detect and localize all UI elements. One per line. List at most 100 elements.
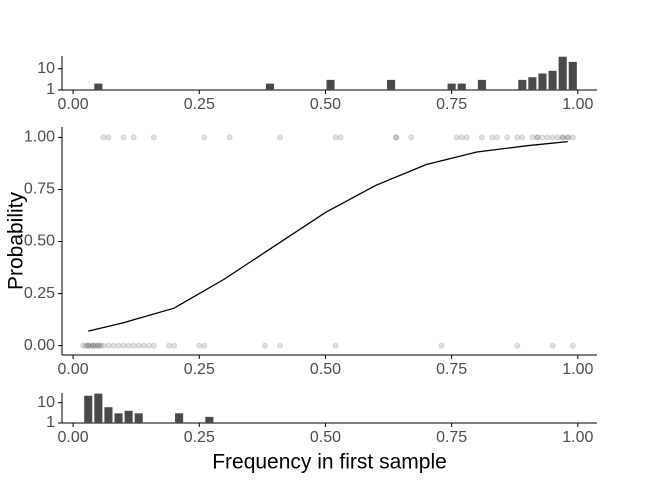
point <box>145 342 152 349</box>
bar <box>528 77 537 90</box>
point <box>105 342 112 349</box>
x-tick-label: 1.00 <box>562 429 593 446</box>
point <box>337 134 344 141</box>
x-tick-label: 0.75 <box>436 361 467 378</box>
point <box>559 134 566 141</box>
point <box>85 342 92 349</box>
bar <box>134 413 143 423</box>
point <box>514 342 521 349</box>
point <box>493 134 501 141</box>
y-tick-label: 0.75 <box>24 181 55 198</box>
fit-line <box>88 140 568 332</box>
bar <box>124 410 133 423</box>
point <box>100 134 107 141</box>
point <box>97 342 104 349</box>
point <box>115 342 122 349</box>
point <box>564 134 571 141</box>
point <box>514 134 521 141</box>
point <box>196 342 203 349</box>
point <box>549 134 556 141</box>
point <box>534 134 541 141</box>
point <box>539 134 546 141</box>
point <box>276 134 284 141</box>
point <box>554 134 561 141</box>
point <box>529 134 536 141</box>
point <box>100 342 107 349</box>
point <box>458 134 465 141</box>
x-tick-label: 0.75 <box>436 96 467 113</box>
point <box>90 342 97 349</box>
bar <box>114 413 123 423</box>
point <box>120 134 127 141</box>
x-tick-label: 1.00 <box>562 361 593 378</box>
point <box>276 342 284 349</box>
point <box>82 342 89 349</box>
point <box>393 134 400 141</box>
bar <box>265 83 274 90</box>
point <box>569 342 576 349</box>
x-tick-label: 0.00 <box>58 361 89 378</box>
y-tick-label: 1 <box>46 81 55 98</box>
point <box>504 134 511 141</box>
point <box>80 342 87 349</box>
x-tick-label: 0.00 <box>58 429 89 446</box>
point <box>261 342 268 349</box>
x-axis-title: Frequency in first sample <box>212 451 447 474</box>
bar <box>518 79 527 90</box>
point <box>92 342 99 349</box>
point <box>165 342 173 349</box>
point <box>544 134 551 141</box>
point <box>453 134 460 141</box>
bar <box>104 407 113 423</box>
point <box>226 134 233 141</box>
bar <box>94 83 103 90</box>
bar <box>84 395 93 423</box>
point <box>110 342 117 349</box>
point <box>95 342 102 349</box>
bar <box>558 56 567 90</box>
point <box>150 134 157 141</box>
point <box>130 134 137 141</box>
y-tick-label: 10 <box>37 60 55 77</box>
point <box>488 134 496 141</box>
point <box>332 342 339 349</box>
point <box>125 342 132 349</box>
y-tick-label: 0.00 <box>24 337 55 354</box>
point <box>463 134 470 141</box>
point <box>201 342 208 349</box>
bar <box>548 70 557 90</box>
y-tick-label: 1.00 <box>24 129 55 146</box>
point <box>95 342 102 349</box>
bar <box>538 73 547 90</box>
y-axis-title: Probability <box>5 191 28 290</box>
bar <box>568 61 577 90</box>
point <box>549 342 556 349</box>
point <box>534 134 541 141</box>
point <box>87 342 94 349</box>
bar <box>94 393 103 423</box>
y-tick-label: 0.25 <box>24 285 55 302</box>
bar <box>447 83 456 90</box>
point <box>90 342 97 349</box>
x-tick-label: 0.50 <box>310 429 341 446</box>
x-tick-label: 0.25 <box>184 361 215 378</box>
bar <box>387 79 396 90</box>
x-tick-label: 1.00 <box>562 96 593 113</box>
point <box>135 342 142 349</box>
point <box>150 342 157 349</box>
y-tick-label: 1 <box>46 414 55 431</box>
x-tick-label: 0.75 <box>436 429 467 446</box>
y-tick-label: 10 <box>37 394 55 411</box>
x-tick-label: 0.25 <box>184 429 215 446</box>
x-tick-label: 0.25 <box>184 96 215 113</box>
point <box>569 134 576 141</box>
point <box>408 134 415 141</box>
point <box>559 134 566 141</box>
x-tick-label: 0.50 <box>310 361 341 378</box>
point <box>519 134 526 141</box>
point <box>130 342 137 349</box>
point <box>201 134 208 141</box>
point <box>393 134 400 141</box>
bar <box>205 416 214 423</box>
